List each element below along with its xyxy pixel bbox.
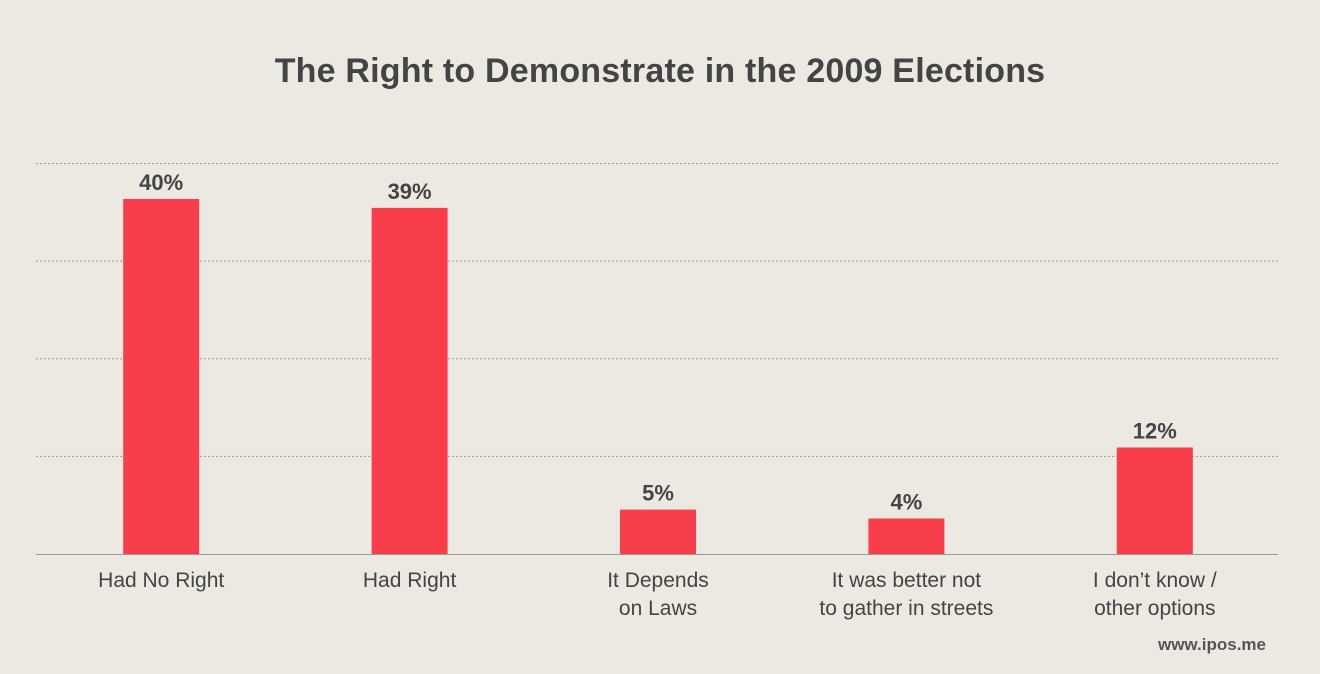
gridlines [36,163,1278,555]
category-label: on Laws [619,597,697,620]
bar [1116,447,1193,554]
bars [123,199,1193,554]
bar [620,509,696,554]
category-labels: Had No Right Had Right It Depends on Laws It… [98,569,1217,620]
category-label: Had No Right [98,569,224,592]
value-label: 40% [139,170,183,195]
bar [371,207,448,554]
value-label: 12% [1133,419,1177,444]
chart-title: The Right to Demonstrate in the 2009 Ele… [274,52,1046,90]
value-labels: 40% 39% 5% 4% 12% [139,170,1177,515]
category-label: It was better not [832,569,982,592]
value-label: 5% [642,481,674,506]
value-label: 39% [388,179,432,204]
category-label: to gather in streets [819,597,993,620]
category-label: I don’t know / [1093,569,1217,592]
source-watermark: www.ipos.me [1157,635,1266,654]
bar [123,199,200,554]
category-label: It Depends [607,569,709,592]
category-label: other options [1094,597,1215,620]
value-label: 4% [891,490,923,515]
bar [868,518,945,554]
category-label: Had Right [363,569,457,592]
